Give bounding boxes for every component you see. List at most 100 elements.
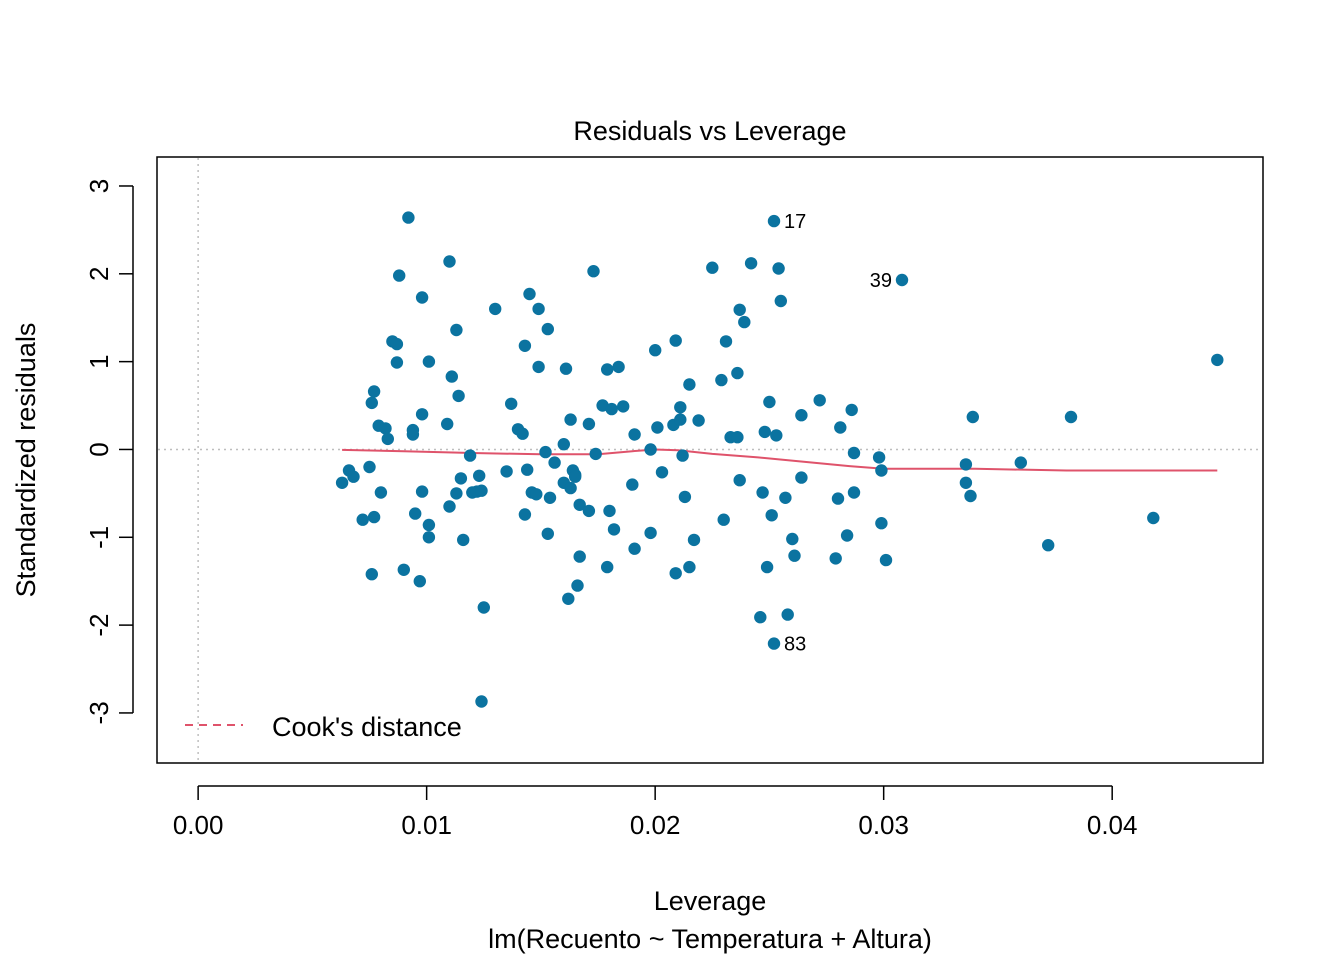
smooth-line bbox=[342, 448, 1218, 472]
data-point bbox=[518, 508, 532, 521]
data-points bbox=[335, 211, 1224, 708]
data-point bbox=[731, 366, 744, 380]
data-point bbox=[644, 443, 657, 456]
data-point bbox=[687, 533, 701, 547]
data-point bbox=[603, 504, 616, 518]
data-point bbox=[612, 360, 625, 374]
data-point bbox=[505, 397, 518, 410]
data-point bbox=[770, 429, 783, 442]
data-point bbox=[605, 402, 618, 416]
data-point bbox=[443, 255, 456, 268]
data-point bbox=[541, 322, 554, 336]
data-point bbox=[548, 456, 561, 469]
data-point bbox=[516, 427, 529, 440]
point-label-17: 17 bbox=[784, 211, 806, 233]
point-label-83: 83 bbox=[784, 634, 806, 656]
data-point bbox=[879, 553, 893, 567]
y-tick-label: 3 bbox=[84, 179, 114, 193]
data-point bbox=[489, 302, 502, 316]
data-point bbox=[966, 410, 979, 424]
data-point bbox=[441, 417, 454, 431]
y-tick-label: 0 bbox=[84, 442, 114, 456]
data-point bbox=[1064, 410, 1078, 424]
data-point bbox=[413, 575, 426, 588]
data-point bbox=[683, 560, 696, 574]
data-point bbox=[733, 474, 746, 487]
data-point bbox=[523, 287, 536, 301]
reference-lines bbox=[158, 158, 1262, 762]
data-point bbox=[452, 389, 465, 403]
data-point bbox=[651, 421, 664, 434]
y-tick-label: -3 bbox=[84, 701, 114, 724]
data-point bbox=[573, 550, 586, 563]
data-point bbox=[374, 486, 388, 499]
data-point bbox=[628, 428, 641, 441]
data-point bbox=[795, 409, 808, 422]
y-tick-label: 1 bbox=[84, 354, 114, 368]
data-point bbox=[676, 449, 689, 462]
data-point bbox=[655, 466, 669, 479]
data-point bbox=[719, 335, 733, 348]
data-point bbox=[521, 463, 534, 476]
chart-title: Residuals vs Leverage bbox=[573, 116, 846, 146]
data-point bbox=[402, 211, 415, 224]
data-point bbox=[335, 476, 349, 489]
data-point bbox=[397, 563, 410, 576]
data-point bbox=[500, 465, 513, 478]
data-point bbox=[786, 532, 799, 546]
data-point bbox=[564, 413, 577, 426]
point-label-39: 39 bbox=[870, 270, 892, 292]
data-point bbox=[390, 356, 404, 369]
legend-label: Cook's distance bbox=[272, 712, 462, 742]
x-tick-label: 0.04 bbox=[1087, 810, 1138, 840]
data-point bbox=[367, 385, 381, 398]
data-point bbox=[845, 403, 858, 417]
data-point bbox=[543, 491, 557, 504]
data-point bbox=[363, 460, 376, 474]
data-point bbox=[365, 568, 378, 581]
data-point bbox=[774, 294, 787, 308]
data-point bbox=[831, 492, 845, 505]
data-point bbox=[795, 471, 808, 484]
data-point bbox=[875, 464, 888, 477]
data-point bbox=[738, 315, 751, 329]
data-point bbox=[813, 394, 826, 407]
data-point bbox=[781, 608, 794, 621]
data-point bbox=[847, 486, 861, 499]
data-point bbox=[644, 526, 657, 540]
data-point bbox=[959, 476, 973, 489]
data-point bbox=[717, 513, 730, 526]
data-point bbox=[674, 413, 687, 426]
data-point bbox=[840, 529, 854, 542]
data-point bbox=[518, 339, 532, 352]
x-axis-subtitle: lm(Recuento ~ Temperatura + Altura) bbox=[488, 924, 932, 954]
data-point bbox=[788, 549, 801, 562]
data-point bbox=[669, 567, 682, 580]
data-point bbox=[1014, 456, 1027, 469]
data-point bbox=[473, 469, 486, 482]
data-point bbox=[1211, 353, 1224, 367]
data-point bbox=[706, 261, 719, 274]
data-point bbox=[767, 637, 781, 650]
data-point bbox=[767, 214, 781, 228]
data-point bbox=[669, 334, 682, 347]
data-point bbox=[415, 485, 429, 498]
data-point bbox=[715, 373, 728, 387]
data-point bbox=[390, 337, 404, 351]
point-labels: 17 39 83 bbox=[784, 211, 892, 655]
x-axis: 0.00 0.01 0.02 0.03 0.04 bbox=[173, 785, 1138, 840]
data-point bbox=[562, 592, 575, 605]
data-point bbox=[731, 431, 744, 444]
data-point bbox=[692, 414, 705, 427]
data-point bbox=[829, 552, 842, 565]
data-point bbox=[607, 523, 621, 536]
data-point bbox=[530, 488, 543, 501]
data-point bbox=[569, 470, 582, 483]
x-tick-label: 0.00 bbox=[173, 810, 224, 840]
data-point bbox=[772, 262, 785, 275]
plot-frame bbox=[156, 156, 1264, 764]
data-point bbox=[406, 428, 420, 441]
data-point bbox=[758, 425, 771, 439]
data-point bbox=[765, 509, 778, 522]
data-point bbox=[959, 458, 973, 471]
